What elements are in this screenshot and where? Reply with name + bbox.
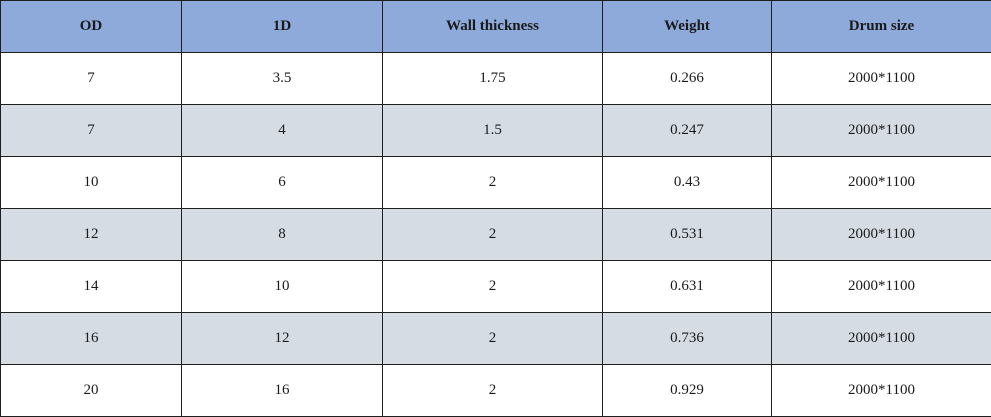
cell-od: 10 (0, 156, 182, 209)
cell-weight: 0.266 (602, 52, 772, 105)
cell-drum-size: 2000*1100 (771, 104, 991, 157)
cell-od: 7 (0, 52, 182, 105)
header-od: OD (0, 0, 182, 53)
cell-od: 7 (0, 104, 182, 157)
table-row: 16 12 2 0.736 2000*1100 (0, 312, 991, 365)
header-id: 1D (181, 0, 383, 53)
cell-id: 8 (181, 208, 383, 261)
cell-drum-size: 2000*1100 (771, 260, 991, 313)
cell-id: 12 (181, 312, 383, 365)
cell-drum-size: 2000*1100 (771, 364, 991, 417)
cell-wall-thickness: 1.75 (382, 52, 603, 105)
table-row: 14 10 2 0.631 2000*1100 (0, 260, 991, 313)
cell-wall-thickness: 2 (382, 260, 603, 313)
cell-wall-thickness: 1.5 (382, 104, 603, 157)
cell-drum-size: 2000*1100 (771, 156, 991, 209)
cell-id: 16 (181, 364, 383, 417)
cell-wall-thickness: 2 (382, 208, 603, 261)
cell-wall-thickness: 2 (382, 364, 603, 417)
cell-weight: 0.247 (602, 104, 772, 157)
cell-weight: 0.736 (602, 312, 772, 365)
header-wall-thickness: Wall thickness (382, 0, 603, 53)
table-row: 20 16 2 0.929 2000*1100 (0, 364, 991, 417)
cell-id: 10 (181, 260, 383, 313)
cell-wall-thickness: 2 (382, 156, 603, 209)
table-row: 12 8 2 0.531 2000*1100 (0, 208, 991, 261)
cell-drum-size: 2000*1100 (771, 52, 991, 105)
cell-id: 3.5 (181, 52, 383, 105)
header-weight: Weight (602, 0, 772, 53)
cell-weight: 0.531 (602, 208, 772, 261)
cell-od: 14 (0, 260, 182, 313)
cell-weight: 0.43 (602, 156, 772, 209)
table-row: 10 6 2 0.43 2000*1100 (0, 156, 991, 209)
cell-od: 20 (0, 364, 182, 417)
cell-weight: 0.929 (602, 364, 772, 417)
cell-drum-size: 2000*1100 (771, 208, 991, 261)
cell-od: 16 (0, 312, 182, 365)
cell-id: 6 (181, 156, 383, 209)
cell-weight: 0.631 (602, 260, 772, 313)
cell-od: 12 (0, 208, 182, 261)
cell-drum-size: 2000*1100 (771, 312, 991, 365)
header-drum-size: Drum size (771, 0, 991, 53)
table-row: 7 3.5 1.75 0.266 2000*1100 (0, 52, 991, 105)
cell-id: 4 (181, 104, 383, 157)
header-row: OD 1D Wall thickness Weight Drum size (0, 0, 991, 53)
table-row: 7 4 1.5 0.247 2000*1100 (0, 104, 991, 157)
cell-wall-thickness: 2 (382, 312, 603, 365)
